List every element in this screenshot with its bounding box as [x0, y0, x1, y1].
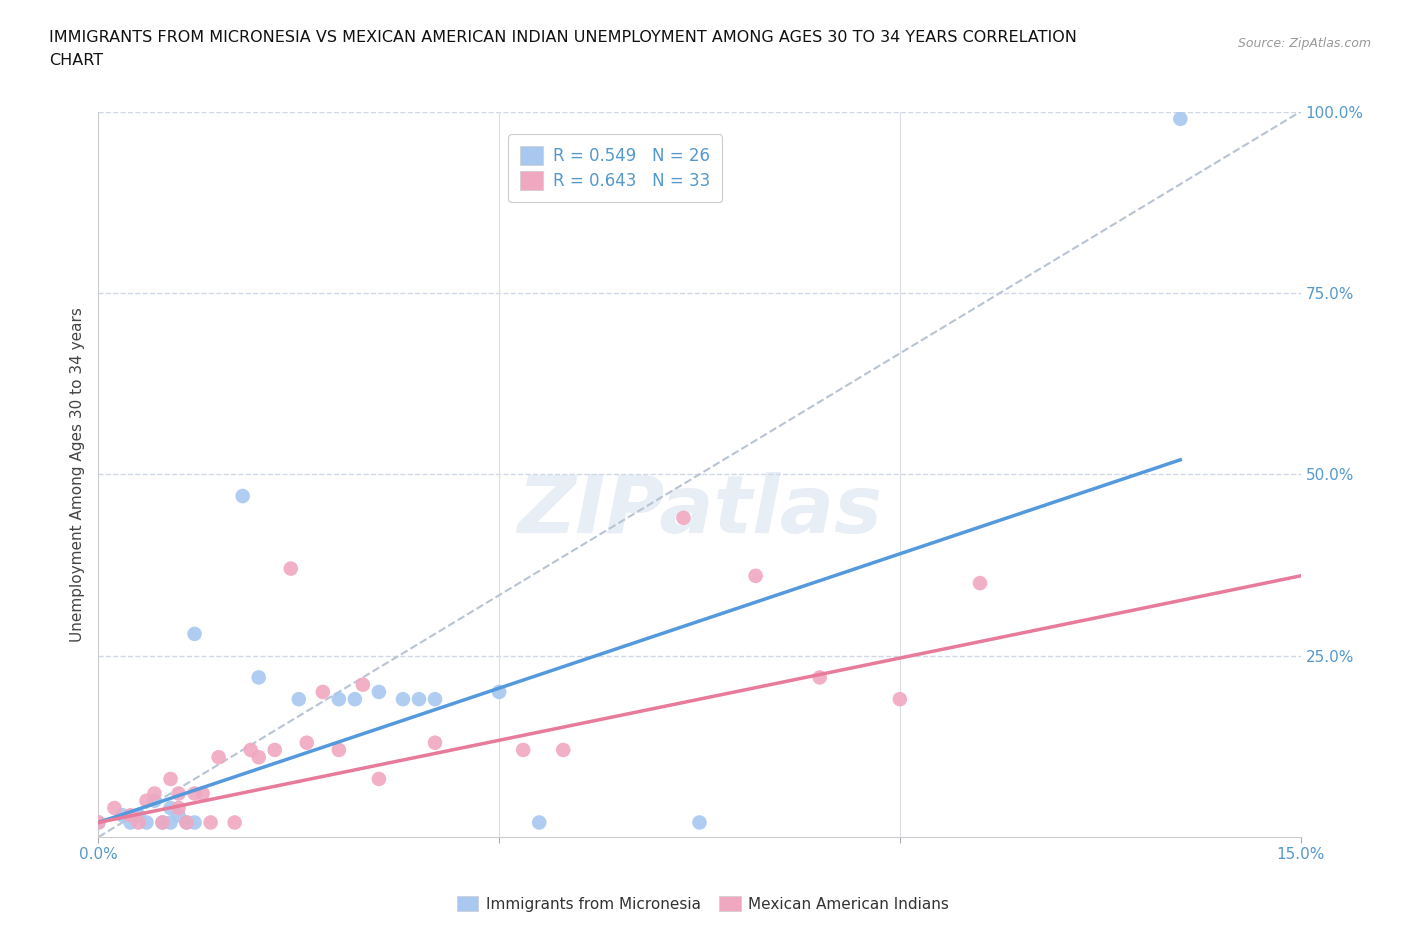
Point	[343, 692, 366, 707]
Point	[103, 801, 125, 816]
Point	[808, 670, 831, 684]
Point	[143, 793, 166, 808]
Point	[128, 808, 150, 823]
Point	[368, 772, 391, 787]
Point	[889, 692, 911, 707]
Text: ZIPatlas: ZIPatlas	[517, 472, 882, 550]
Point	[120, 808, 142, 823]
Point	[328, 742, 350, 757]
Point	[423, 736, 446, 751]
Point	[111, 808, 134, 823]
Point	[183, 627, 205, 642]
Point	[488, 684, 510, 699]
Text: IMMIGRANTS FROM MICRONESIA VS MEXICAN AMERICAN INDIAN UNEMPLOYMENT AMONG AGES 30: IMMIGRANTS FROM MICRONESIA VS MEXICAN AM…	[49, 30, 1077, 45]
Point	[392, 692, 415, 707]
Point	[969, 576, 991, 591]
Point	[152, 815, 174, 830]
Point	[672, 511, 695, 525]
Point	[689, 815, 711, 830]
Point	[288, 692, 311, 707]
Point	[120, 815, 142, 830]
Point	[224, 815, 246, 830]
Point	[87, 815, 110, 830]
Point	[200, 815, 222, 830]
Point	[176, 815, 198, 830]
Point	[512, 742, 534, 757]
Point	[167, 808, 190, 823]
Point	[87, 815, 110, 830]
Legend: Immigrants from Micronesia, Mexican American Indians: Immigrants from Micronesia, Mexican Amer…	[451, 889, 955, 918]
Text: CHART: CHART	[49, 53, 103, 68]
Point	[280, 561, 302, 576]
Point	[553, 742, 575, 757]
Point	[135, 815, 157, 830]
Point	[128, 815, 150, 830]
Point	[247, 670, 270, 684]
Point	[183, 815, 205, 830]
Point	[176, 815, 198, 830]
Point	[408, 692, 430, 707]
Point	[167, 786, 190, 801]
Point	[263, 742, 285, 757]
Y-axis label: Unemployment Among Ages 30 to 34 years: Unemployment Among Ages 30 to 34 years	[69, 307, 84, 642]
Point	[744, 568, 766, 583]
Point	[312, 684, 335, 699]
Point	[239, 742, 262, 757]
Point	[135, 793, 157, 808]
Text: Source: ZipAtlas.com: Source: ZipAtlas.com	[1237, 37, 1371, 50]
Point	[159, 772, 181, 787]
Point	[352, 677, 374, 692]
Point	[152, 815, 174, 830]
Legend: R = 0.549   N = 26, R = 0.643   N = 33: R = 0.549 N = 26, R = 0.643 N = 33	[509, 135, 723, 202]
Point	[1170, 112, 1192, 126]
Point	[159, 801, 181, 816]
Point	[183, 786, 205, 801]
Point	[191, 786, 214, 801]
Point	[143, 786, 166, 801]
Point	[423, 692, 446, 707]
Point	[529, 815, 551, 830]
Point	[247, 750, 270, 764]
Point	[295, 736, 318, 751]
Point	[208, 750, 231, 764]
Point	[167, 801, 190, 816]
Point	[159, 815, 181, 830]
Point	[368, 684, 391, 699]
Point	[328, 692, 350, 707]
Point	[232, 488, 254, 503]
